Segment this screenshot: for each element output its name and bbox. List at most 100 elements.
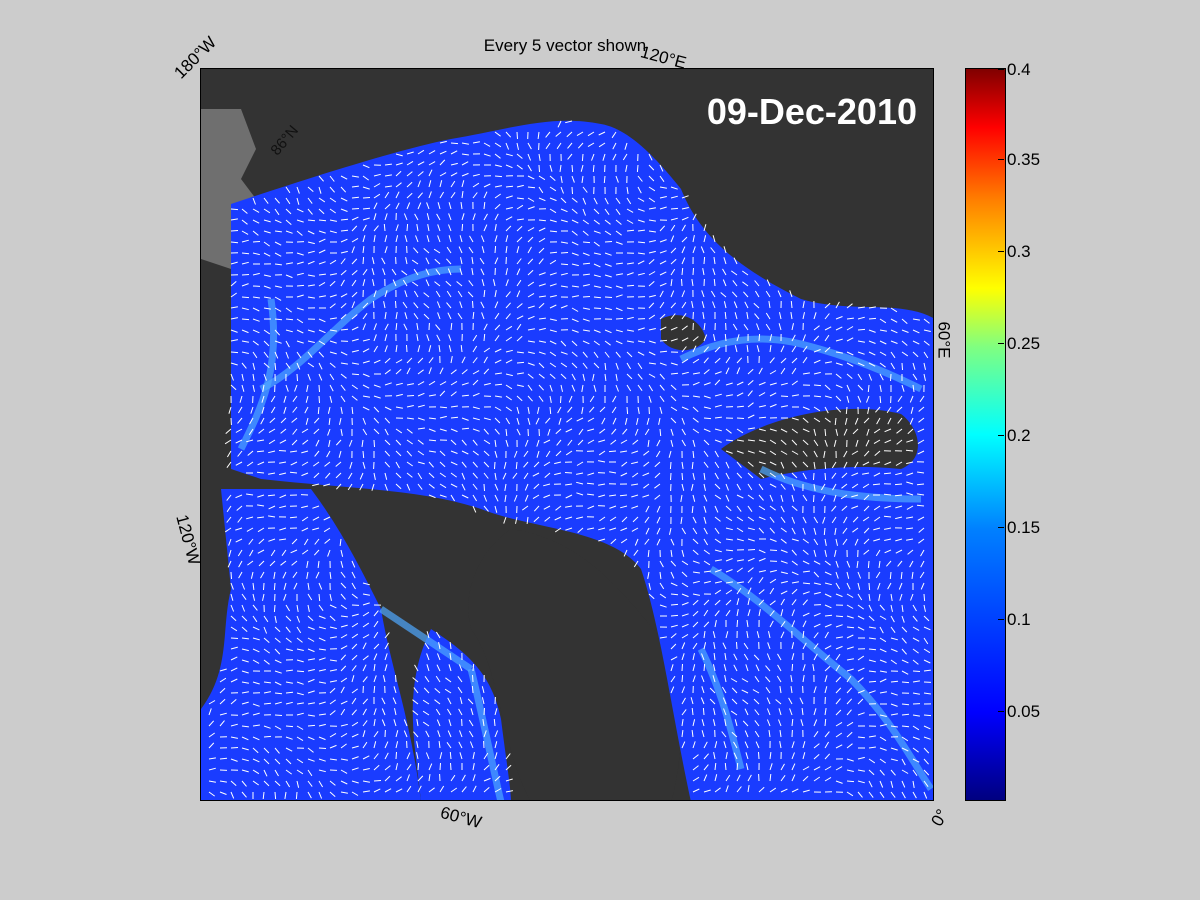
drift-vector: [769, 334, 773, 342]
drift-vector: [681, 623, 689, 628]
drift-vector: [324, 538, 331, 544]
drift-vector: [918, 406, 925, 412]
drift-vector: [744, 741, 749, 749]
drift-vector: [736, 505, 742, 512]
drift-vector: [527, 362, 535, 366]
drift-vector: [659, 206, 667, 210]
drift-vector: [841, 483, 848, 489]
drift-vector: [296, 670, 305, 673]
velocity-streak: [697, 647, 745, 770]
drift-vector: [329, 699, 336, 705]
drift-vector: [912, 373, 918, 381]
drift-vector: [654, 483, 661, 489]
drift-vector: [483, 730, 487, 738]
drift-vector: [373, 225, 379, 232]
drift-vector: [230, 646, 238, 650]
drift-vector: [681, 697, 686, 705]
drift-vector: [854, 461, 859, 469]
drift-vector: [747, 538, 755, 542]
drift-vector: [626, 262, 634, 265]
drift-vector: [269, 560, 276, 567]
drift-vector: [867, 406, 870, 414]
drift-vector: [395, 406, 403, 409]
drift-vector: [238, 571, 243, 579]
drift-vector: [648, 281, 655, 287]
drift-vector: [351, 633, 359, 639]
drift-vector: [362, 256, 365, 265]
drift-vector: [256, 471, 265, 474]
drift-vector: [554, 472, 562, 476]
drift-vector: [824, 313, 830, 320]
colorbar-tick: 0.05: [997, 702, 1041, 721]
drift-vector: [890, 615, 895, 623]
drift-vector: [307, 351, 313, 358]
drift-vector: [923, 669, 931, 672]
drift-vector: [619, 494, 628, 497]
drift-vector: [769, 392, 777, 397]
drift-vector: [868, 648, 877, 651]
drift-vector: [329, 317, 337, 320]
drift-vector: [340, 351, 348, 356]
drift-vector: [824, 428, 827, 437]
drift-vector: [643, 483, 650, 489]
drift-vector: [714, 589, 722, 595]
drift-vector: [279, 505, 287, 509]
drift-vector: [690, 697, 694, 705]
drift-vector: [505, 439, 509, 447]
drift-vector: [263, 197, 269, 204]
drift-vector: [318, 230, 326, 234]
drift-vector: [895, 538, 903, 542]
drift-vector: [824, 571, 832, 576]
drift-vector: [901, 329, 909, 333]
drift-vector: [472, 357, 478, 364]
drift-vector: [598, 483, 606, 486]
drift-vector: [582, 329, 590, 332]
drift-vector: [278, 450, 287, 452]
drift-vector: [296, 261, 304, 265]
drift-vector: [681, 371, 689, 375]
drift-vector: [560, 351, 568, 355]
drift-vector: [230, 637, 239, 639]
drift-vector: [401, 270, 408, 276]
drift-vector: [878, 593, 881, 601]
drift-vector: [923, 648, 931, 654]
drift-vector: [884, 505, 892, 509]
drift-vector: [703, 382, 711, 386]
drift-vector: [252, 582, 255, 590]
drift-vector: [285, 362, 291, 369]
drift-vector: [274, 747, 280, 754]
drift-vector: [581, 153, 584, 162]
drift-vector: [494, 428, 500, 435]
drift-vector: [444, 688, 452, 694]
drift-vector: [395, 763, 398, 771]
drift-vector: [813, 582, 821, 585]
drift-vector: [648, 395, 652, 403]
drift-vector: [438, 642, 441, 650]
drift-vector: [445, 677, 452, 683]
drift-vector: [609, 471, 617, 474]
drift-vector: [659, 406, 663, 414]
drift-vector: [725, 472, 730, 480]
drift-vector: [703, 357, 709, 364]
drift-vector: [591, 153, 595, 161]
drift-vector: [543, 494, 551, 499]
drift-vector: [318, 582, 323, 590]
drift-vector: [802, 357, 808, 364]
drift-vector: [406, 223, 409, 232]
drift-vector: [670, 656, 678, 661]
drift-vector: [252, 747, 259, 754]
drift-vector: [290, 461, 298, 466]
drift-vector: [560, 373, 567, 380]
drift-vector: [754, 290, 760, 298]
lon-label-0: 0°: [927, 805, 952, 830]
drift-vector: [634, 428, 639, 436]
drift-vector: [340, 743, 347, 749]
drift-vector: [469, 741, 474, 749]
drift-vector: [702, 312, 705, 320]
drift-vector: [777, 653, 782, 661]
drift-vector: [791, 718, 794, 727]
drift-vector: [241, 318, 250, 321]
drift-vector: [593, 230, 601, 234]
colorbar: [965, 68, 1006, 801]
drift-vector: [416, 719, 419, 727]
